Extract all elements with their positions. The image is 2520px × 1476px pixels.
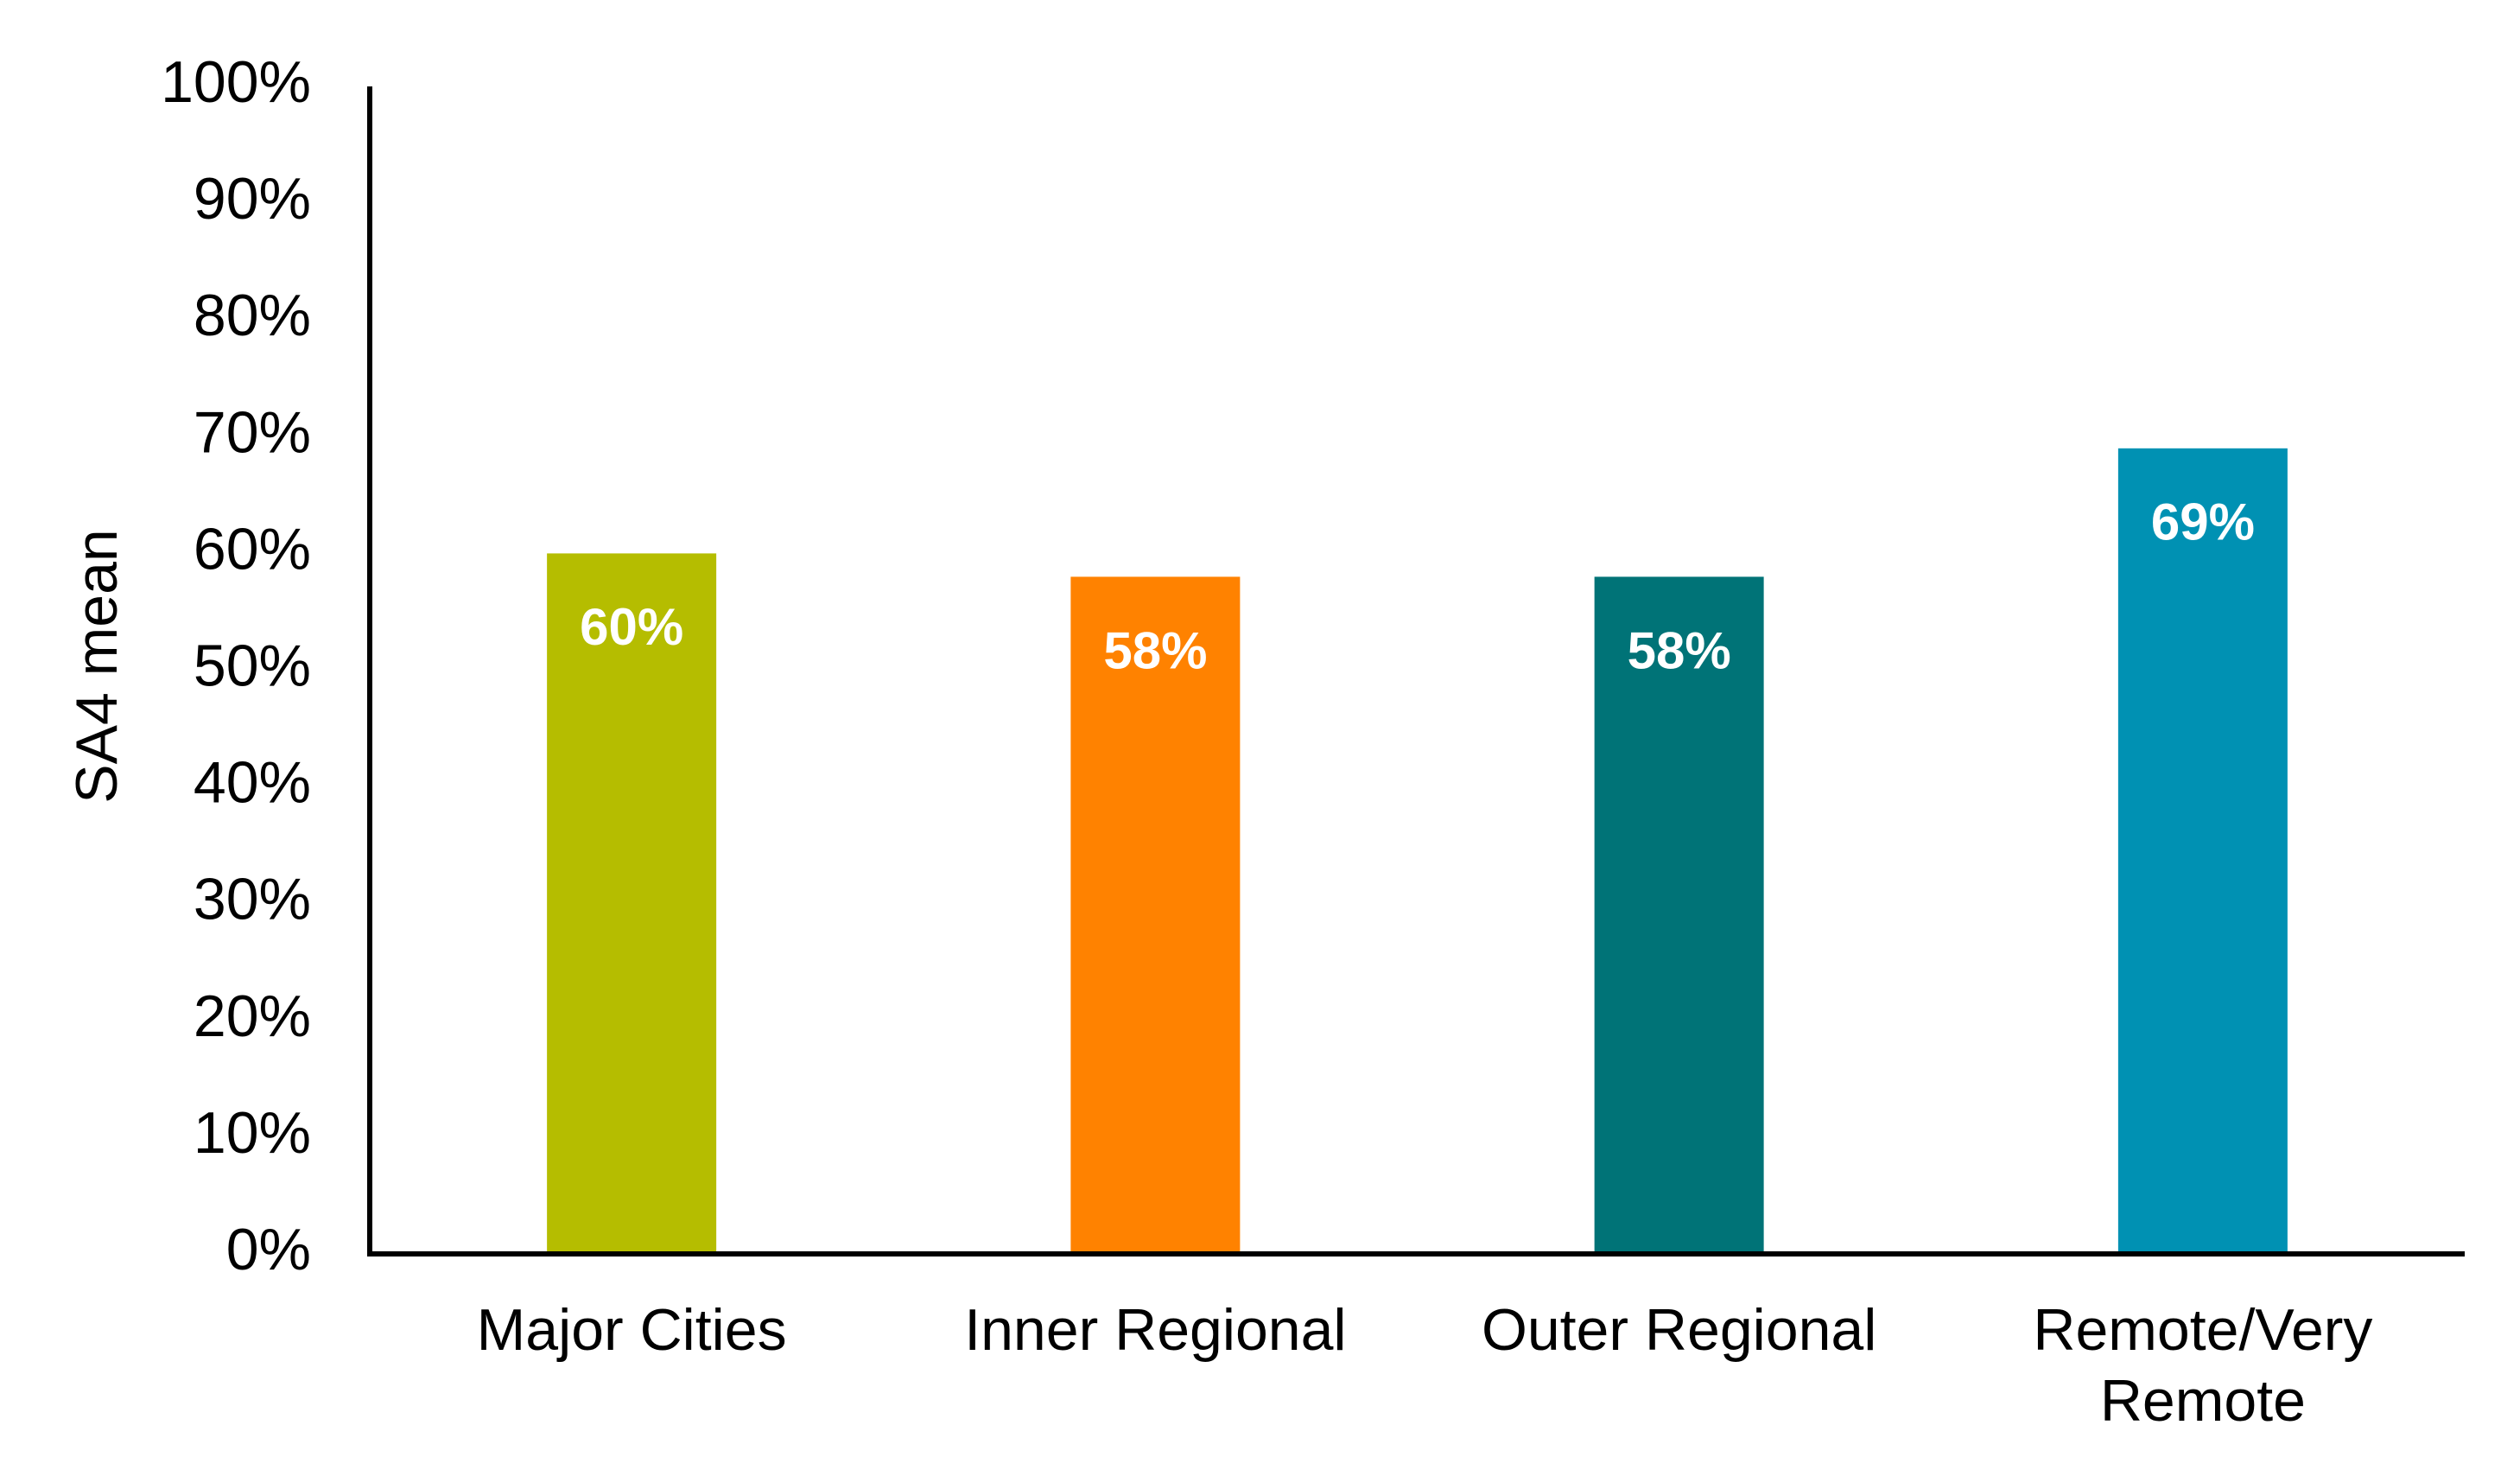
y-tick-label: 70% bbox=[194, 399, 311, 465]
value-label: 60% bbox=[580, 598, 683, 656]
y-tick-label: 90% bbox=[194, 166, 311, 232]
y-tick-label: 80% bbox=[194, 283, 311, 348]
y-tick-label: 50% bbox=[194, 633, 311, 698]
x-tick-label: Major Cities bbox=[476, 1297, 787, 1363]
value-label: 69% bbox=[2151, 493, 2255, 551]
bar bbox=[2117, 448, 2288, 1254]
x-tick-label: Outer Regional bbox=[1481, 1297, 1877, 1363]
y-tick-label: 60% bbox=[194, 516, 311, 582]
y-tick-label: 10% bbox=[194, 1100, 311, 1166]
x-tick-label: Remote/Very Remote bbox=[2033, 1297, 2373, 1434]
y-tick-label: 20% bbox=[194, 983, 311, 1049]
value-label: 58% bbox=[1103, 621, 1207, 679]
y-tick-label: 100% bbox=[161, 49, 311, 115]
y-axis-label: SA4 mean bbox=[64, 529, 130, 804]
x-tick-label: Inner Regional bbox=[964, 1297, 1347, 1363]
bar bbox=[1070, 576, 1241, 1254]
bar bbox=[547, 553, 717, 1254]
value-label: 58% bbox=[1628, 621, 1731, 679]
y-tick-label: 40% bbox=[194, 750, 311, 816]
bar bbox=[1594, 576, 1764, 1254]
y-tick-label: 0% bbox=[226, 1217, 311, 1282]
y-tick-label: 30% bbox=[194, 867, 311, 932]
